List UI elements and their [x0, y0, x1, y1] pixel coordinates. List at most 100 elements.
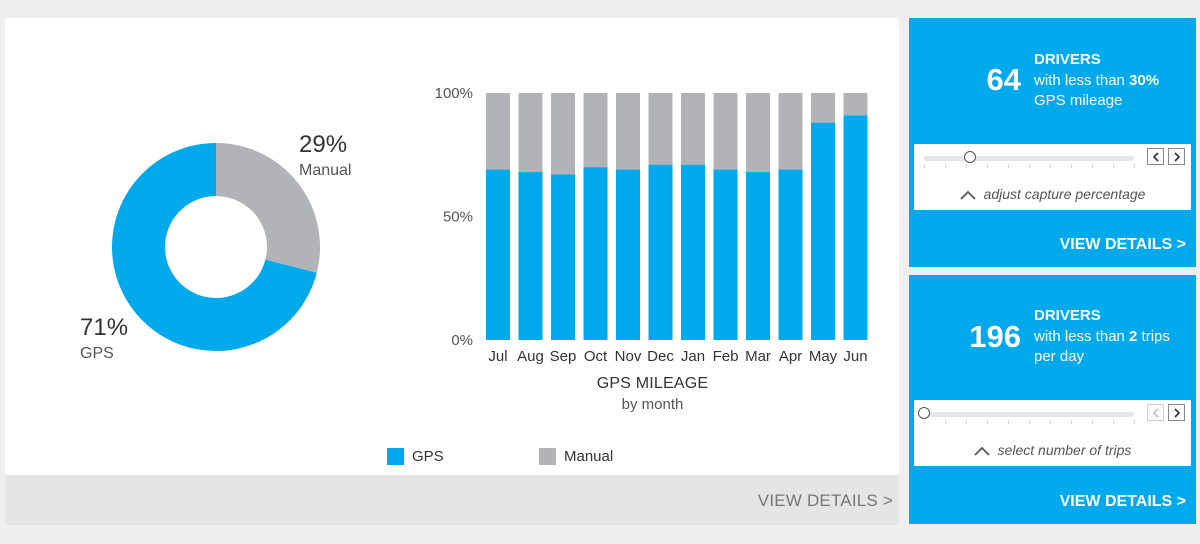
- chart-title: GPS MILEAGE: [596, 375, 709, 392]
- slider-caption[interactable]: select number of trips: [914, 442, 1191, 458]
- slider-caption[interactable]: adjust capture percentage: [914, 186, 1191, 202]
- chart-subtitle: by month: [621, 396, 684, 413]
- x-tick-label: Apr: [779, 348, 802, 365]
- slider-increase-button[interactable]: [1168, 404, 1185, 421]
- slider-track[interactable]: [924, 412, 1134, 417]
- slider-decrease-button[interactable]: [1147, 148, 1164, 165]
- slider-tick: [987, 420, 988, 424]
- slider-thumb[interactable]: [964, 151, 977, 163]
- x-tick-label: Dec: [647, 348, 674, 365]
- slider-track[interactable]: [924, 156, 1134, 161]
- slider-tick: [1029, 164, 1030, 168]
- capture-slider-box: adjust capture percentage: [914, 144, 1191, 210]
- slider-tick: [1092, 164, 1093, 168]
- monthly-mileage-bar-chart: Jul Aug Sep Oct Nov Dec Jan Feb Mar Apr May Jun 100%…: [435, 85, 868, 365]
- chevron-left-icon: [1152, 407, 1159, 418]
- chevron-up-icon: [959, 191, 976, 200]
- slider-thumb[interactable]: [918, 407, 930, 419]
- drivers-heading: DRIVERS: [1034, 307, 1101, 324]
- gps-percent: 71%: [80, 314, 129, 341]
- chevron-up-icon: [973, 447, 990, 456]
- criteria-prefix: with less than: [1034, 328, 1130, 345]
- bar-manual-jun: [843, 93, 868, 116]
- criteria-line-1: with less than 30%: [1034, 72, 1159, 89]
- slider-ticks: [924, 164, 1135, 168]
- criteria-line-2: per day: [1034, 348, 1085, 365]
- slider-tick: [1113, 420, 1114, 424]
- bar-gps-jul: [486, 169, 510, 340]
- gps-label: GPS: [80, 345, 114, 362]
- drivers-heading: DRIVERS: [1034, 51, 1101, 68]
- slider-caption-text: select number of trips: [997, 442, 1132, 458]
- slider-tick: [1134, 164, 1135, 168]
- driver-count: 196: [969, 319, 1021, 354]
- x-tick-label: Jan: [681, 348, 705, 365]
- slider-decrease-button[interactable]: [1147, 404, 1164, 421]
- bar-gps-dec: [648, 164, 673, 340]
- slider-tick: [1071, 420, 1072, 424]
- criteria-suffix: trips: [1137, 328, 1170, 345]
- criteria-line-2: GPS mileage: [1034, 92, 1123, 109]
- view-details-link[interactable]: VIEW DETAILS >: [1059, 236, 1186, 253]
- manual-label: Manual: [299, 162, 352, 179]
- trips-slider-box: select number of trips: [914, 400, 1191, 466]
- x-tick-label: Feb: [713, 348, 739, 365]
- slider-tick: [945, 420, 946, 424]
- bar-gps-jun: [843, 115, 868, 340]
- y-tick-label: 0%: [451, 332, 473, 349]
- bar-manual-jan: [681, 93, 705, 165]
- bar-gps-may: [811, 122, 835, 340]
- y-tick-label: 100%: [435, 85, 473, 102]
- chevron-right-icon: [1173, 407, 1180, 418]
- view-details-link[interactable]: VIEW DETAILS >: [1059, 493, 1186, 510]
- slider-tick: [1113, 164, 1114, 168]
- slider-tick: [1008, 420, 1009, 424]
- bar-gps-jan: [681, 164, 705, 340]
- x-tick-label: Aug: [517, 348, 544, 365]
- low-trips-drivers-card: 196 DRIVERS with less than 2 trips per d…: [909, 275, 1196, 524]
- slider-caption-text: adjust capture percentage: [983, 186, 1146, 202]
- criteria-threshold: 2: [1129, 328, 1138, 345]
- slider-tick: [1029, 420, 1030, 424]
- donut-slice-gps: [112, 143, 317, 351]
- legend-manual-label: Manual: [564, 448, 614, 465]
- legend-gps-swatch: [387, 448, 404, 465]
- mileage-panel: 29% Manual 71% GPS Jul Aug Sep Oct Nov Dec Jan…: [5, 18, 899, 525]
- slider-tick: [1050, 420, 1051, 424]
- criteria-threshold: 30%: [1129, 72, 1160, 89]
- x-tick-label: Nov: [615, 348, 642, 365]
- slider-tick: [1008, 164, 1009, 168]
- manual-percent: 29%: [299, 131, 348, 158]
- slider-tick: [1092, 420, 1093, 424]
- x-tick-label: Jun: [843, 348, 867, 365]
- x-tick-label: Sep: [550, 348, 577, 365]
- bar-manual-apr: [778, 93, 803, 170]
- bar-gps-apr: [778, 169, 803, 340]
- slider-increase-button[interactable]: [1168, 148, 1185, 165]
- bar-gps-nov: [616, 169, 640, 340]
- slider-tick: [1134, 420, 1135, 424]
- bar-manual-jul: [486, 93, 510, 170]
- slider-tick: [945, 164, 946, 168]
- view-details-link[interactable]: VIEW DETAILS >: [757, 491, 893, 510]
- bar-manual-dec: [648, 93, 673, 165]
- bar-manual-oct: [583, 93, 608, 168]
- slider-tick: [1071, 164, 1072, 168]
- low-gps-drivers-card: 64 DRIVERS with less than 30% GPS mileag…: [909, 18, 1196, 267]
- bar-gps-feb: [713, 169, 738, 340]
- slider-tick: [1050, 164, 1051, 168]
- bar-gps-oct: [583, 167, 608, 340]
- slider-tick: [966, 420, 967, 424]
- slider-tick: [987, 164, 988, 168]
- slider-ticks: [924, 420, 1135, 424]
- gps-manual-donut-chart: [112, 143, 320, 351]
- chevron-right-icon: [1173, 151, 1180, 162]
- criteria-line-1: with less than 2 trips: [1034, 328, 1170, 345]
- x-tick-label: Mar: [745, 348, 771, 365]
- slider-tick: [966, 164, 967, 168]
- legend-gps-label: GPS: [412, 448, 444, 465]
- legend-manual-swatch: [539, 448, 556, 465]
- bar-gps-mar: [746, 172, 770, 340]
- bar-manual-may: [811, 93, 835, 123]
- bar-manual-feb: [713, 93, 738, 170]
